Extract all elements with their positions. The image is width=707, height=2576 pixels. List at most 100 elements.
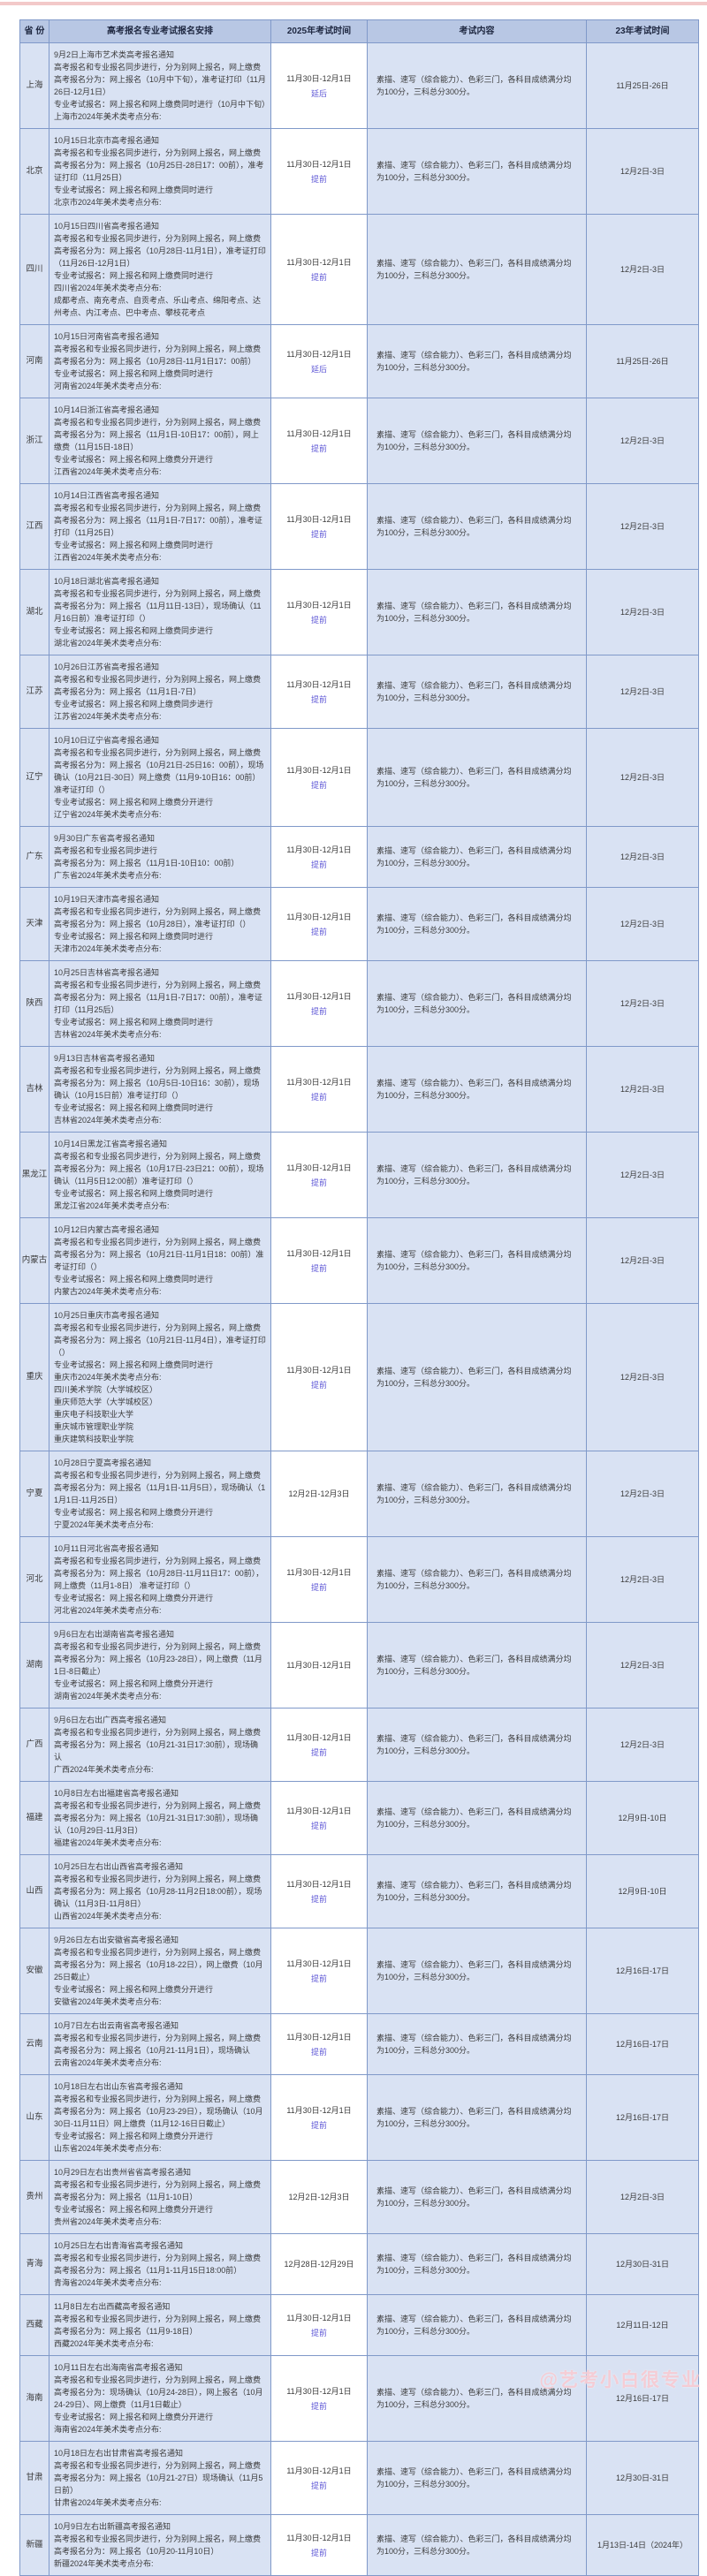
early-late-tag-link[interactable]: 提前 xyxy=(310,1006,327,1016)
early-late-tag-link[interactable]: 提前 xyxy=(310,1974,327,1983)
arrangement-line: 高考报名分为：网上报名（10月28日），准考证打印（） xyxy=(54,920,251,928)
table-row: 湖南 9月6日左右出湖南省高考报名通知 高考报名和专业报名同步进行，分为别网上报名… xyxy=(19,1622,699,1708)
province-cell: 山西 xyxy=(19,1854,49,1928)
arrangement-line: 高考报名和专业报名同步进行，分为别网上报名，网上缴费 xyxy=(54,981,262,989)
arrangement-line: 宁夏2024年美术类考点分布: xyxy=(54,1520,154,1529)
early-late-tag-link[interactable]: 提前 xyxy=(310,443,327,453)
early-late-tag-link[interactable]: 提前 xyxy=(310,2047,327,2057)
province-cell: 青海 xyxy=(19,2233,49,2295)
arrangement-line: 高考报名分为：网上报名（10月5日-10日16：30前），现场确认（10月15日… xyxy=(54,1079,260,1100)
arrangement-line: 专业考试报名：网上报名和网上缴费同时进行 xyxy=(54,541,214,549)
early-late-tag-link[interactable]: 提前 xyxy=(310,1821,327,1830)
arrangement-line: 重庆市2024年美术类考点分布: xyxy=(54,1373,162,1382)
early-late-tag-link[interactable]: 延后 xyxy=(310,364,327,374)
early-late-tag-link[interactable]: 提前 xyxy=(310,927,327,936)
exam-content-cell: 素描、速写（综合能力）、色彩三门，各科目成绩满分均为100分，三科总分300分。 xyxy=(367,2514,587,2576)
early-late-tag-link[interactable]: 提前 xyxy=(310,1582,327,1592)
early-late-tag-link[interactable]: 提前 xyxy=(310,529,327,539)
province-cell: 广东 xyxy=(19,826,49,888)
arrangement-line: 高考报名和专业报名同步进行，分为别网上报名，网上缴费 xyxy=(54,1728,262,1737)
exam-content-cell: 素描、速写（综合能力）、色彩三门，各科目成绩满分均为100分，三科总分300分。 xyxy=(367,728,587,827)
arrangement-line: 专业考试报名：网上报名和网上缴费同步进行 xyxy=(54,626,214,635)
exam-2025-date: 11月30日-12月1日 xyxy=(286,1661,352,1670)
exam-23-cell: 12月11日-12日 xyxy=(586,2294,699,2356)
province-cell: 西藏 xyxy=(19,2294,49,2356)
table-row: 甘肃 10月18日左右出甘肃省高考报名通知 高考报名和专业报名同步进行，分为别网上… xyxy=(19,2441,699,2515)
exam-2025-date: 11月30日-12月1日 xyxy=(286,1732,352,1742)
arrangement-line: 专业考试报名：网上报名和网上缴费同时进行 xyxy=(54,1275,214,1284)
arrangement-line: 10月19日天津市高考报名通知 xyxy=(54,895,160,904)
exam-2025-date: 11月30日-12月1日 xyxy=(286,2313,352,2322)
arrangement-cell: 10月26日江苏省高考报名通知 高考报名和专业报名同步进行，分为别网上报名，网上缴… xyxy=(49,655,271,729)
early-late-tag-link[interactable]: 提前 xyxy=(310,2120,327,2130)
arrangement-line: 高考报名和专业报名同步进行，分为别网上报名，网上缴费 xyxy=(54,2254,262,2262)
early-late-tag-link[interactable]: 提前 xyxy=(310,1092,327,1102)
arrangement-line: 高考报名分为：网上报名（10月21日-25日16：00前），现场确认（10月21… xyxy=(54,761,264,794)
early-late-tag-link[interactable]: 提前 xyxy=(310,1380,327,1390)
arrangement-cell: 9月2日上海市艺术类高考报名通知 高考报名和专业报名同步进行，分为别网上报名，网上… xyxy=(49,42,271,129)
early-late-tag-link[interactable]: 提前 xyxy=(310,272,327,282)
exam-2025-date: 11月30日-12月1日 xyxy=(286,1365,352,1375)
early-late-tag-link[interactable]: 提前 xyxy=(310,174,327,184)
header-exam-content: 考试内容 xyxy=(367,19,587,43)
arrangement-line: 高考报名和专业报名同步进行，分为别网上报名，网上缴费 xyxy=(54,1875,262,1883)
early-late-tag-link[interactable]: 提前 xyxy=(310,1263,327,1273)
arrangement-cell: 10月7日左右出云南省高考报名通知 高考报名和专业报名同步进行，分为别网上报名，网… xyxy=(49,2013,271,2075)
arrangement-line: 10月25日左右出山西省高考报名通知 xyxy=(54,1862,184,1871)
arrangement-line: 专业考试报名：网上报名和网上缴费同时进行 xyxy=(54,1018,214,1027)
arrangement-line: 高考报名分为：网上报名（10月28-11月2日18:00前），现场确认（11月3… xyxy=(54,1887,262,1908)
arrangement-line: 高考报名分为：网上报名（10月21-27日）现场确认（11月5日前） xyxy=(54,2474,263,2495)
early-late-tag-link[interactable]: 提前 xyxy=(310,2548,327,2557)
arrangement-cell: 10月15日四川省高考报名通知 高考报名和专业报名同步进行，分为别网上报名，网上缴… xyxy=(49,214,271,325)
early-late-tag-link[interactable]: 提前 xyxy=(310,2481,327,2490)
table-row: 天津 10月19日天津市高考报名通知 高考报名和专业报名同步进行，分为别网上报名，… xyxy=(19,887,699,961)
province-cell: 陕西 xyxy=(19,960,49,1047)
early-late-tag-link[interactable]: 提前 xyxy=(310,860,327,869)
exam-23-cell: 1月13日-14日（2024年） xyxy=(586,2514,699,2576)
arrangement-line: 高考报名和专业报名同步进行，分为别网上报名，网上缴费 xyxy=(54,2375,262,2384)
exam-content-cell: 素描、速写（综合能力）、色彩三门，各科目成绩满分均为100分，三科总分300分。 xyxy=(367,1132,587,1218)
arrangement-cell: 9月13日吉林省高考报名通知 高考报名和专业报名同步进行，分为别网上报名，网上缴费… xyxy=(49,1046,271,1133)
exam-23-cell: 12月2日-3日 xyxy=(586,1132,699,1218)
exam-2025-date: 11月30日-12月1日 xyxy=(286,514,352,524)
exam-2025-cell: 11月30日-12月1日 提前 xyxy=(270,887,368,961)
arrangement-line: 10月25日重庆市高考报名通知 xyxy=(54,1311,160,1320)
arrangement-line: 四川省2024年美术类考点分布: xyxy=(54,284,162,292)
arrangement-line: 高考报名分为：网上报名（10月18-22日），网上缴费（10月25日截止） xyxy=(54,1960,263,1981)
exam-23-cell: 12月2日-3日 xyxy=(586,960,699,1047)
early-late-tag-link[interactable]: 提前 xyxy=(310,615,327,625)
early-late-tag-link[interactable]: 延后 xyxy=(310,88,327,98)
exam-2025-cell: 11月30日-12月1日 提前 xyxy=(270,1132,368,1218)
early-late-tag-link[interactable]: 提前 xyxy=(310,694,327,704)
exam-2025-date: 11月30日-12月1日 xyxy=(286,2466,352,2475)
exam-content-cell: 素描、速写（综合能力）、色彩三门，各科目成绩满分均为100分，三科总分300分。 xyxy=(367,826,587,888)
early-late-tag-link[interactable]: 提前 xyxy=(310,780,327,790)
arrangement-line: 湖南省2024年美术类考点分布: xyxy=(54,1692,162,1701)
arrangement-line: 高考报名和专业报名同步进行，分为别网上报名，网上缴费 xyxy=(54,1471,262,1480)
arrangement-line: 高考报名和专业报名同步进行，分为别网上报名，网上缴费 xyxy=(54,675,262,684)
exam-2025-date: 11月30日-12月1日 xyxy=(286,2386,352,2396)
arrangement-line: 高考报名分为：网上报名（11月1-11月15日18:00前） xyxy=(54,2266,242,2275)
arrangement-line: 10月25日吉林省高考报名通知 xyxy=(54,968,160,977)
arrangement-line: 广西2024年美术类考点分布: xyxy=(54,1765,154,1774)
early-late-tag-link[interactable]: 提前 xyxy=(310,2401,327,2411)
exam-2025-date: 11月30日-12月1日 xyxy=(286,1248,352,1258)
arrangement-cell: 10月19日天津市高考报名通知 高考报名和专业报名同步进行，分为别网上报名，网上缴… xyxy=(49,887,271,961)
exam-2025-date: 11月30日-12月1日 xyxy=(286,349,352,359)
early-late-tag-link[interactable]: 提前 xyxy=(310,1178,327,1187)
early-late-tag-link[interactable]: 提前 xyxy=(310,1747,327,1757)
province-cell: 吉林 xyxy=(19,1046,49,1133)
exam-2025-date: 11月30日-12月1日 xyxy=(286,1806,352,1815)
table-row: 安徽 9月26日左右出安徽省高考报名通知 高考报名和专业报名同步进行，分为别网上报… xyxy=(19,1928,699,2014)
exam-content-cell: 素描、速写（综合能力）、色彩三门，各科目成绩满分均为100分，三科总分300分。 xyxy=(367,483,587,570)
province-cell: 浙江 xyxy=(19,398,49,484)
exam-2025-cell: 11月30日-12月1日 提前 xyxy=(270,483,368,570)
early-late-tag-link[interactable]: 提前 xyxy=(310,1894,327,1904)
early-late-tag-link[interactable]: 提前 xyxy=(310,2328,327,2337)
arrangement-cell: 10月11日河北省高考报名通知 高考报名和专业报名同步进行，分为别网上报名，网上缴… xyxy=(49,1536,271,1623)
arrangement-line: 10月14日浙江省高考报名通知 xyxy=(54,405,160,414)
arrangement-line: 高考报名分为：网上报名（10月28日-11月1日17：00前） xyxy=(54,357,256,366)
arrangement-line: 高考报名和专业报名同步进行，分为别网上报名，网上缴费 xyxy=(54,2095,262,2103)
exam-content-cell: 素描、速写（综合能力）、色彩三门，各科目成绩满分均为100分，三科总分300分。 xyxy=(367,42,587,129)
province-cell: 山东 xyxy=(19,2074,49,2161)
